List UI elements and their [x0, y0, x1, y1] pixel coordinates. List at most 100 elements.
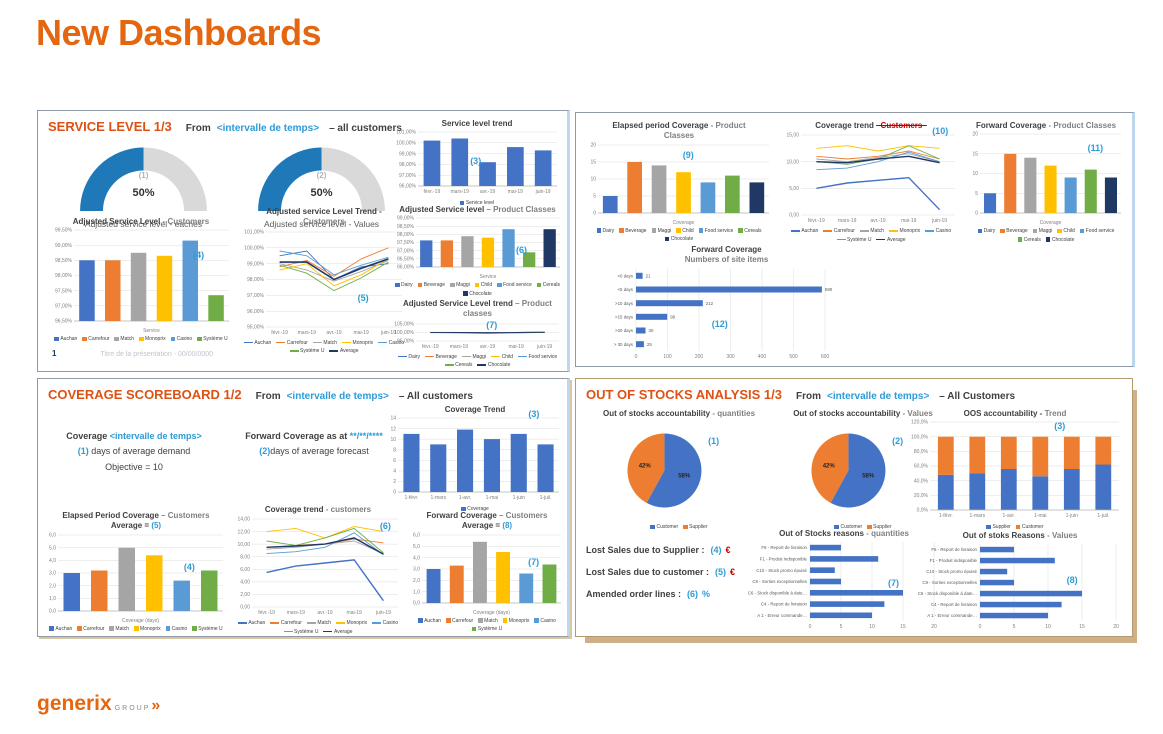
svg-text:0: 0 [979, 624, 982, 630]
svg-text:0: 0 [975, 211, 978, 217]
svg-text:0,00: 0,00 [240, 605, 250, 611]
svg-text:4,0: 4,0 [49, 558, 56, 564]
panel-service-level-header: SERVICE LEVEL 1/3 From <intervalle de temp… [48, 118, 402, 136]
chart-plot: 20 15 10 5 0 Coverage [584, 142, 774, 226]
legend-item: Système U [471, 625, 502, 634]
svg-text:10: 10 [390, 437, 396, 443]
chart-annotation: (6) [379, 520, 391, 531]
chart-title-part: Coverage trend [815, 121, 877, 130]
svg-text:5: 5 [1013, 624, 1016, 630]
legend-item: Casino [925, 227, 951, 236]
svg-text:4,00: 4,00 [240, 580, 250, 586]
legend-item: Beverage [425, 353, 457, 362]
legend-swatch [312, 341, 322, 344]
chart-service-level-trend: Service level trend 101,00% 100,00% 99,00% 9… [392, 119, 562, 207]
legend-item: Casino [165, 625, 187, 634]
legend-swatch [397, 355, 407, 358]
chart-title: Coverage trend - customers [232, 505, 404, 515]
svg-text:C4 - Report de livraison: C4 - Report de livraison [931, 602, 978, 607]
chart-title-part: Average = [461, 521, 503, 531]
svg-text:1-mai: 1-mai [486, 495, 499, 501]
svg-text:0: 0 [809, 624, 812, 630]
chart-svg: 105,00% 100,00% 95,00% févr.-19 mars-19 avr.-… [394, 321, 559, 350]
svg-text:1-mars: 1-mars [970, 513, 986, 519]
legend-item: Auchan [790, 227, 818, 236]
svg-text:févr.-19: févr.-19 [258, 610, 275, 616]
legend-swatch [336, 622, 346, 624]
panel-service-level: SERVICE LEVEL 1/3 From <intervalle de temp… [37, 110, 570, 372]
forward-coverage-label: Forward Coverage [245, 431, 325, 441]
legend-swatch [461, 506, 466, 512]
svg-text:1-juil.: 1-juil. [1097, 513, 1109, 519]
legend-swatch [378, 341, 388, 344]
svg-text:500: 500 [789, 354, 798, 360]
chart-svg: 14,00 12,00 10,00 8,00 6,00 4,00 2,00 0,00 févr.… [237, 517, 398, 616]
scope-label: – All Customers [939, 391, 1016, 402]
chart-annotation: (7) [888, 577, 899, 588]
svg-text:mai-19: mai-19 [901, 218, 917, 224]
chart-title-part: Elapsed period Coverage [612, 121, 711, 130]
legend-item: Système U [289, 347, 324, 356]
legend-item: Auchan [418, 617, 441, 626]
svg-text:10: 10 [590, 176, 596, 182]
legend-item: Match [859, 227, 884, 236]
legend-swatch [859, 230, 869, 232]
svg-text:200: 200 [695, 354, 704, 360]
svg-text:<5 days: <5 days [617, 287, 633, 292]
chart-title: Adjusted Service Level - Customers [48, 217, 234, 227]
svg-text:Service: Service [480, 274, 497, 280]
legend-item: Cereals [1017, 236, 1041, 245]
svg-text:10: 10 [1045, 624, 1051, 630]
chart-title-part: Elapsed Period Coverage [62, 511, 162, 520]
svg-text:98,00%: 98,00% [399, 162, 417, 168]
svg-text:80,0%: 80,0% [914, 449, 929, 455]
legend-swatch [517, 355, 527, 358]
svg-text:févr.-19: févr.-19 [424, 189, 441, 195]
svg-text:>15 days: >15 days [615, 314, 634, 319]
chart-title: Coverage Trend [386, 405, 564, 415]
currency-symbol: € [730, 567, 736, 577]
legend-item: Match [109, 625, 129, 634]
pie-oos-accountability-values: Out of stocks accountability - Values 58%… [772, 409, 954, 531]
legend-swatch [134, 626, 139, 631]
legend-swatch [925, 230, 935, 232]
svg-text:> 30 days: > 30 days [614, 342, 634, 347]
svg-text:105,00%: 105,00% [394, 321, 414, 327]
chart-svg: 0 5 10 15 20 F6 - Report de livraison F1 - Pro… [918, 544, 1119, 630]
chart-legend: Supplier Customer [906, 523, 1124, 532]
legend-item: Carrefour [823, 227, 855, 236]
svg-text:avr.-19: avr.-19 [480, 344, 496, 350]
svg-text:5: 5 [975, 191, 978, 197]
chart-title: Out of stocks accountability - quantitie… [588, 409, 770, 419]
chart-title-part: - Product [710, 121, 746, 130]
chart-legend: Auchan Carrefour Match Monoprix Casino Systèm… [48, 335, 234, 344]
chart-elapsed-period-coverage-customers: Elapsed Period Coverage – Customers Avera… [44, 511, 228, 633]
svg-text:95,00%: 95,00% [247, 324, 265, 330]
legend-item: Carrefour [270, 619, 302, 628]
legend-item: Casino [378, 339, 404, 348]
legend-item: Match [114, 335, 134, 344]
chart-title-part: - Product Classes [1048, 121, 1117, 130]
legend-item: Carrefour [82, 335, 109, 344]
chart-annotation: (7) [528, 557, 540, 568]
annotation: (4) [710, 545, 722, 555]
annotation: (6) [687, 589, 699, 599]
svg-text:2,0: 2,0 [413, 578, 420, 584]
interval-placeholder: <intervalle de temps> [827, 391, 930, 402]
legend-swatch [372, 622, 382, 624]
svg-text:1-mai: 1-mai [1034, 513, 1047, 519]
chart-plot: 20 15 10 5 0 Coverage [966, 131, 1126, 226]
svg-text:5,0: 5,0 [413, 544, 420, 550]
chart-legend: Dairy Beverage Maggi Child Food service Cerea… [390, 281, 565, 298]
chart-annotation: (9) [682, 150, 694, 161]
chart-title: Service level trend [392, 119, 562, 129]
chevron-icon: » [151, 697, 161, 714]
legend-item: Child [491, 353, 513, 362]
svg-text:1,0: 1,0 [413, 589, 420, 595]
annotation: (2) [259, 446, 271, 457]
legend-swatch [534, 618, 539, 623]
coverage-definition: days of average demand [91, 446, 191, 457]
svg-text:3,0: 3,0 [49, 570, 56, 576]
svg-text:1-juil.: 1-juil. [540, 495, 552, 501]
